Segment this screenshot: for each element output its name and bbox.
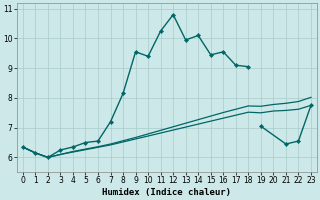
X-axis label: Humidex (Indice chaleur): Humidex (Indice chaleur) — [102, 188, 231, 197]
